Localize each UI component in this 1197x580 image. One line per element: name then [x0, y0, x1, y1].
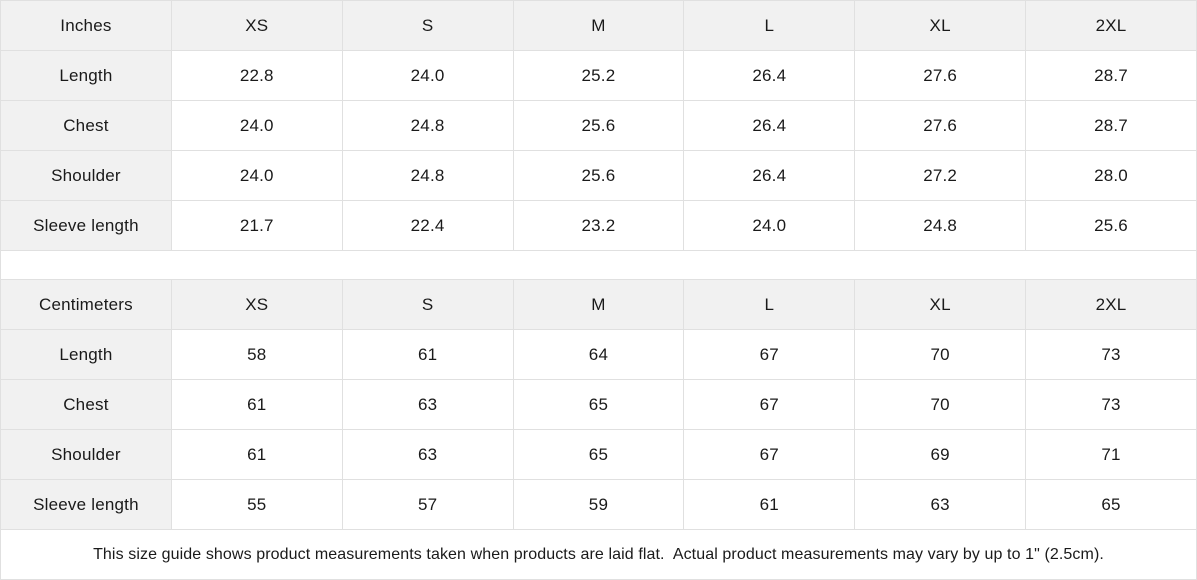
value-cell: 73	[1025, 379, 1197, 430]
value-cell: 24.8	[341, 100, 514, 151]
value-cell: 65	[512, 429, 685, 480]
row-label-cell: Sleeve length	[0, 479, 172, 530]
value-cell: 24.8	[341, 150, 514, 201]
value-cell: 27.6	[854, 100, 1027, 151]
value-cell: 64	[512, 329, 685, 380]
row-label-cell: Chest	[0, 100, 172, 151]
value-cell: 59	[512, 479, 685, 530]
value-cell: 61	[683, 479, 856, 530]
value-cell: 67	[683, 329, 856, 380]
value-cell: 25.6	[512, 100, 685, 151]
size-header-row: Centimeters XS S M L XL 2XL	[0, 279, 1197, 330]
size-header-cell: XL	[854, 0, 1027, 51]
value-cell: 23.2	[512, 200, 685, 251]
value-cell: 26.4	[683, 150, 856, 201]
size-header-cell: M	[512, 279, 685, 330]
size-header-cell: L	[683, 0, 856, 51]
value-cell: 71	[1025, 429, 1197, 480]
value-cell: 63	[854, 479, 1027, 530]
value-cell: 55	[170, 479, 343, 530]
value-cell: 69	[854, 429, 1027, 480]
measurement-row: Sleeve length 55 57 59 61 63 65	[0, 479, 1197, 530]
value-cell: 22.4	[341, 200, 514, 251]
value-cell: 27.2	[854, 150, 1027, 201]
unit-label-cell: Inches	[0, 0, 172, 51]
value-cell: 65	[1025, 479, 1197, 530]
value-cell: 26.4	[683, 100, 856, 151]
value-cell: 24.0	[341, 50, 514, 101]
measurement-row: Chest 61 63 65 67 70 73	[0, 379, 1197, 430]
size-header-cell: XS	[170, 0, 343, 51]
value-cell: 25.6	[512, 150, 685, 201]
value-cell: 58	[170, 329, 343, 380]
value-cell: 61	[170, 379, 343, 430]
value-cell: 26.4	[683, 50, 856, 101]
row-label-cell: Shoulder	[0, 150, 172, 201]
row-label-cell: Sleeve length	[0, 200, 172, 251]
value-cell: 22.8	[170, 50, 343, 101]
row-label-cell: Chest	[0, 379, 172, 430]
row-label-cell: Length	[0, 329, 172, 380]
value-cell: 24.0	[683, 200, 856, 251]
value-cell: 70	[854, 329, 1027, 380]
value-cell: 63	[341, 429, 514, 480]
centimeters-size-table: Centimeters XS S M L XL 2XL Length 58 61 64 67 70 73 C…	[0, 279, 1197, 530]
value-cell: 24.0	[170, 100, 343, 151]
measurement-row: Chest 24.0 24.8 25.6 26.4 27.6 28.7	[0, 100, 1197, 151]
size-header-cell: S	[341, 279, 514, 330]
value-cell: 61	[341, 329, 514, 380]
value-cell: 25.2	[512, 50, 685, 101]
measurement-row: Length 22.8 24.0 25.2 26.4 27.6 28.7	[0, 50, 1197, 101]
value-cell: 63	[341, 379, 514, 430]
value-cell: 28.7	[1025, 100, 1197, 151]
size-header-cell: 2XL	[1025, 0, 1197, 51]
measurement-row: Sleeve length 21.7 22.4 23.2 24.0 24.8 25.6	[0, 200, 1197, 251]
value-cell: 61	[170, 429, 343, 480]
size-guide-note: This size guide shows product measuremen…	[0, 530, 1197, 580]
size-header-cell: S	[341, 0, 514, 51]
size-header-cell: 2XL	[1025, 279, 1197, 330]
row-label-cell: Shoulder	[0, 429, 172, 480]
table-spacer	[0, 251, 1197, 279]
value-cell: 25.6	[1025, 200, 1197, 251]
value-cell: 67	[683, 429, 856, 480]
value-cell: 65	[512, 379, 685, 430]
value-cell: 57	[341, 479, 514, 530]
value-cell: 24.0	[170, 150, 343, 201]
measurement-row: Shoulder 24.0 24.8 25.6 26.4 27.2 28.0	[0, 150, 1197, 201]
measurement-row: Shoulder 61 63 65 67 69 71	[0, 429, 1197, 480]
value-cell: 73	[1025, 329, 1197, 380]
value-cell: 70	[854, 379, 1027, 430]
value-cell: 28.0	[1025, 150, 1197, 201]
size-header-row: Inches XS S M L XL 2XL	[0, 0, 1197, 51]
value-cell: 21.7	[170, 200, 343, 251]
inches-size-table: Inches XS S M L XL 2XL Length 22.8 24.0 25.2 26.4 27…	[0, 0, 1197, 251]
value-cell: 28.7	[1025, 50, 1197, 101]
value-cell: 67	[683, 379, 856, 430]
size-header-cell: XL	[854, 279, 1027, 330]
value-cell: 24.8	[854, 200, 1027, 251]
size-header-cell: XS	[170, 279, 343, 330]
unit-label-cell: Centimeters	[0, 279, 172, 330]
value-cell: 27.6	[854, 50, 1027, 101]
row-label-cell: Length	[0, 50, 172, 101]
measurement-row: Length 58 61 64 67 70 73	[0, 329, 1197, 380]
size-header-cell: L	[683, 279, 856, 330]
size-header-cell: M	[512, 0, 685, 51]
